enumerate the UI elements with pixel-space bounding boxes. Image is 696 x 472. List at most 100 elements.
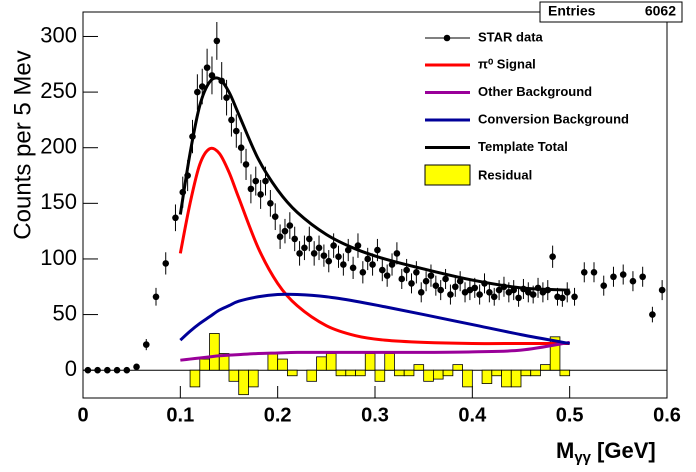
x-tick-label: 0.5 <box>556 404 584 426</box>
data-point <box>408 280 415 287</box>
data-point <box>267 200 274 207</box>
legend-marker <box>443 34 451 42</box>
legend-label: Residual <box>478 167 532 182</box>
data-point <box>427 272 435 279</box>
data-point <box>481 280 488 287</box>
x-tick-label: 0.4 <box>458 404 487 426</box>
data-point <box>237 144 245 152</box>
data-point <box>218 77 225 85</box>
fit-curve <box>180 340 570 362</box>
residual-bar <box>199 358 210 371</box>
y-axis-label: Counts per 5 Mev <box>9 50 36 239</box>
y-tick-label: 250 <box>40 78 77 103</box>
x-tick-label: 0.2 <box>264 404 292 426</box>
y-tick-label: 150 <box>40 189 77 214</box>
y-tick-label: 50 <box>53 300 77 325</box>
data-point <box>364 255 372 263</box>
stats-value: 6062 <box>645 3 676 19</box>
stats-box <box>539 1 683 23</box>
residual-bar <box>510 369 522 388</box>
data-point <box>432 282 440 289</box>
data-point <box>590 268 598 276</box>
legend-label: Conversion Background <box>478 111 629 126</box>
residual-bar <box>345 369 356 377</box>
data-point <box>335 253 342 261</box>
residual-bar <box>423 369 434 382</box>
residual-bar <box>403 369 415 377</box>
residual-bar <box>306 369 318 382</box>
data-point <box>330 242 337 249</box>
residual-bar <box>394 369 405 377</box>
data-point <box>262 177 269 185</box>
residual-bar <box>559 369 571 377</box>
residual-bar <box>218 353 230 371</box>
data-point <box>403 266 410 274</box>
residual-bar <box>189 369 201 388</box>
x-axis-label-main: M <box>556 438 574 463</box>
fit-curve <box>179 292 570 345</box>
legend-box <box>424 164 471 186</box>
y-tick-label: 100 <box>40 245 77 270</box>
data-point <box>563 289 571 296</box>
legend-label: STAR data <box>478 29 544 44</box>
data-point <box>94 366 101 374</box>
y-tick-label: 0 <box>65 356 77 381</box>
data-point <box>213 37 221 45</box>
x-tick-label: 0 <box>77 404 88 426</box>
y-tick-label: 200 <box>40 134 77 159</box>
data-point <box>233 127 240 135</box>
data-point <box>559 294 566 302</box>
data-point <box>447 291 454 298</box>
data-point <box>534 284 542 292</box>
residual-bar <box>335 369 347 377</box>
residual-bar <box>442 369 454 377</box>
residual-bar <box>530 369 541 377</box>
data-point <box>417 289 425 296</box>
data-point <box>510 286 517 294</box>
legend-label: Other Background <box>478 84 592 99</box>
data-point <box>252 177 260 185</box>
data-point <box>369 261 376 268</box>
residual-bar <box>325 353 337 371</box>
data-point <box>203 64 211 71</box>
residual-bar <box>374 369 386 382</box>
data-point <box>247 185 255 193</box>
data-point <box>529 291 537 298</box>
x-tick-label: 0.1 <box>166 404 194 426</box>
data-point <box>315 244 323 252</box>
fit-curve <box>178 76 570 292</box>
data-point <box>398 275 406 283</box>
data-point <box>228 116 235 124</box>
data-point <box>325 257 333 265</box>
data-point <box>223 94 230 101</box>
residual-bar <box>520 369 532 377</box>
data-point <box>257 191 264 198</box>
data-point <box>189 133 196 140</box>
data-point <box>374 246 381 254</box>
data-point <box>619 271 627 278</box>
data-point <box>104 366 111 374</box>
data-point <box>456 277 464 285</box>
residual-bar <box>248 369 259 388</box>
data-point <box>452 283 459 291</box>
residual-bar <box>549 336 561 371</box>
data-point <box>359 268 367 276</box>
data-point <box>320 252 328 259</box>
data-point <box>379 266 386 274</box>
data-point <box>520 285 527 293</box>
data-point <box>580 268 588 276</box>
x-tick-label: 0.6 <box>653 404 681 426</box>
data-point <box>301 244 308 252</box>
data-point <box>179 188 187 196</box>
data-point <box>658 286 666 294</box>
data-point <box>194 88 201 96</box>
residual-bar <box>501 369 512 388</box>
data-point <box>344 246 352 254</box>
residual-bar <box>491 369 502 377</box>
fit-curve <box>178 146 570 346</box>
residual-bar <box>462 369 473 388</box>
data-point <box>296 250 303 257</box>
data-point <box>495 286 503 294</box>
stats-label: Entries <box>548 3 596 19</box>
